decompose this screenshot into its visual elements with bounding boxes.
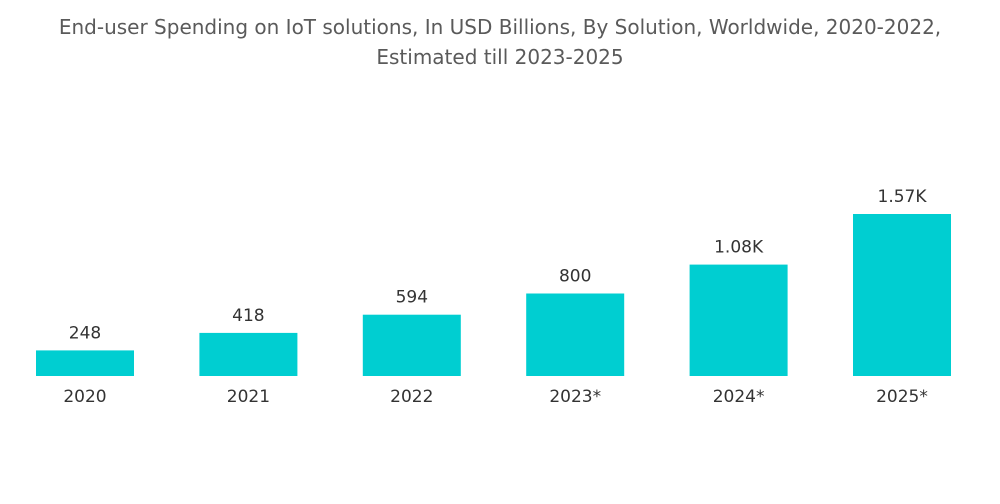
bar-2021 — [199, 332, 298, 376]
category-labels-layer: 2020 2021 2022 2023* 2024* 2025* — [63, 387, 928, 407]
x-axis-tick-label: 2021 — [227, 387, 270, 407]
value-labels-layer: 248 418 594 800 1.08K 1.57K — [69, 187, 928, 343]
chart-title-line-2: Estimated till 2023-2025 — [376, 45, 624, 69]
bar-value-label: 418 — [232, 306, 264, 326]
bar-value-label: 248 — [69, 323, 101, 343]
bar-value-label: 1.57K — [878, 187, 928, 207]
bar-2020 — [36, 350, 134, 376]
bar-2024-estimated — [689, 264, 788, 376]
bar-2022 — [362, 314, 461, 376]
chart-title: End-user Spending on IoT solutions, In U… — [0, 12, 1000, 72]
bar-value-label: 800 — [559, 267, 591, 287]
bar-2023-estimated — [526, 293, 625, 376]
x-axis-tick-label: 2024* — [713, 387, 765, 407]
x-axis-tick-label: 2025* — [876, 387, 928, 407]
bar-2025-estimated — [853, 214, 951, 376]
chart-title-line-1: End-user Spending on IoT solutions, In U… — [58, 15, 942, 39]
bar-value-label: 594 — [396, 288, 428, 308]
bars-layer — [36, 214, 951, 376]
x-axis-tick-label: 2020 — [63, 387, 106, 407]
x-axis-tick-label: 2023* — [549, 387, 601, 407]
bar-value-label: 1.08K — [714, 238, 764, 258]
x-axis-tick-label: 2022 — [390, 387, 433, 407]
